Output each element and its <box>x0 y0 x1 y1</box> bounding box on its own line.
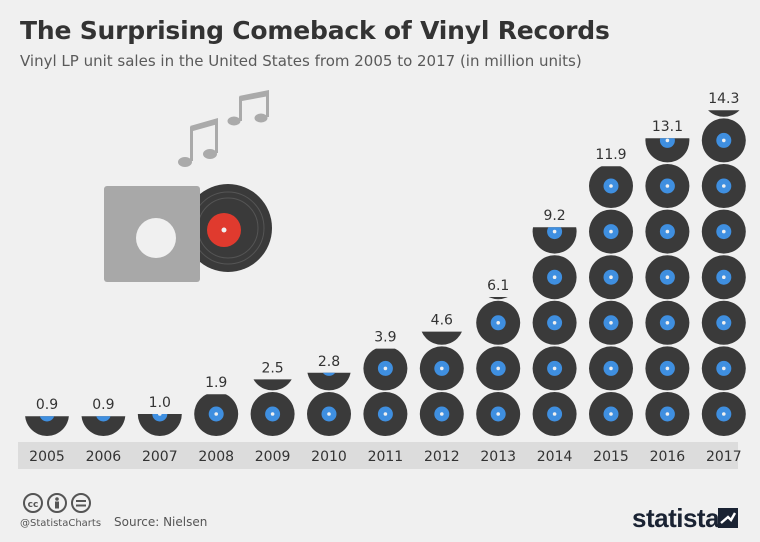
x-tick-label: 2011 <box>368 449 404 465</box>
bar-2009 <box>250 379 295 436</box>
bar-2012 <box>419 331 464 436</box>
x-axis-band <box>18 442 738 469</box>
footer: cc @StatistaCharts Source: Nielsen stati… <box>0 488 760 542</box>
bar-2007 <box>137 414 182 436</box>
x-tick-label: 2006 <box>86 449 122 465</box>
statista-logo[interactable]: statista <box>632 503 720 533</box>
x-tick-label: 2007 <box>142 449 178 465</box>
x-tick-label: 2009 <box>255 449 291 465</box>
x-tick-label: 2015 <box>593 449 629 465</box>
bar-2013 <box>476 297 521 436</box>
vinyl-illustration <box>104 90 272 282</box>
value-label: 14.3 <box>708 91 739 107</box>
value-label: 6.1 <box>487 278 509 294</box>
value-label: 1.9 <box>205 375 227 391</box>
music-note-icon <box>227 90 269 126</box>
svg-text:cc: cc <box>28 500 39 510</box>
x-tick-label: 2014 <box>537 449 573 465</box>
value-label: 1.0 <box>149 395 171 411</box>
chart-area: 0.9 0.9 1.0 1.9 2.5 2.8 3.9 4.6 6.1 9.2 11.9 13.1 14… <box>18 90 746 469</box>
x-tick-label: 2005 <box>29 449 65 465</box>
bar-2017 <box>701 110 746 436</box>
statista-logo-icon <box>718 508 738 528</box>
value-label: 3.9 <box>374 330 396 346</box>
x-tick-label: 2010 <box>311 449 347 465</box>
chart-subtitle: Vinyl LP unit sales in the United States… <box>20 52 582 70</box>
value-label: 13.1 <box>652 119 683 135</box>
bar-2014 <box>532 227 577 436</box>
license-icons: cc <box>23 493 91 513</box>
x-tick-label: 2013 <box>480 449 516 465</box>
attribution-icon[interactable] <box>47 493 67 513</box>
value-label: 4.6 <box>431 313 453 329</box>
value-label: 2.8 <box>318 354 340 370</box>
x-axis-tick-labels: 2005 2006 2007 2008 2009 2010 2011 2012 2013 2014… <box>29 449 741 465</box>
x-tick-label: 2016 <box>650 449 686 465</box>
source-note: Source: Nielsen <box>114 515 208 529</box>
bar-2015 <box>589 166 633 436</box>
bar-2008 <box>194 394 239 436</box>
bar-2005 <box>25 416 69 436</box>
vinyl-record-icon <box>184 184 272 272</box>
x-tick-label: 2017 <box>706 449 742 465</box>
value-label: 11.9 <box>595 147 626 163</box>
music-note-icon <box>178 118 218 167</box>
x-axis <box>18 442 738 469</box>
bar-2006 <box>81 416 126 436</box>
statista-handle[interactable]: @StatistaCharts <box>20 518 102 529</box>
bar-2016 <box>645 138 690 436</box>
bar-2011 <box>363 348 408 436</box>
value-label: 0.9 <box>36 397 58 413</box>
record-stacks <box>25 110 746 436</box>
record-sleeve <box>104 186 200 282</box>
no-derivatives-icon[interactable] <box>71 493 91 513</box>
x-tick-label: 2008 <box>198 449 234 465</box>
value-label: 9.2 <box>543 208 565 224</box>
bar-2010 <box>307 372 351 436</box>
creative-commons-icon[interactable]: cc <box>23 493 43 513</box>
value-label: 2.5 <box>261 360 283 376</box>
chart-title: The Surprising Comeback of Vinyl Records <box>20 16 610 45</box>
x-tick-label: 2012 <box>424 449 460 465</box>
value-labels: 0.9 0.9 1.0 1.9 2.5 2.8 3.9 4.6 6.1 9.2 11.9 13.1 14… <box>36 91 740 413</box>
value-label: 0.9 <box>92 397 114 413</box>
